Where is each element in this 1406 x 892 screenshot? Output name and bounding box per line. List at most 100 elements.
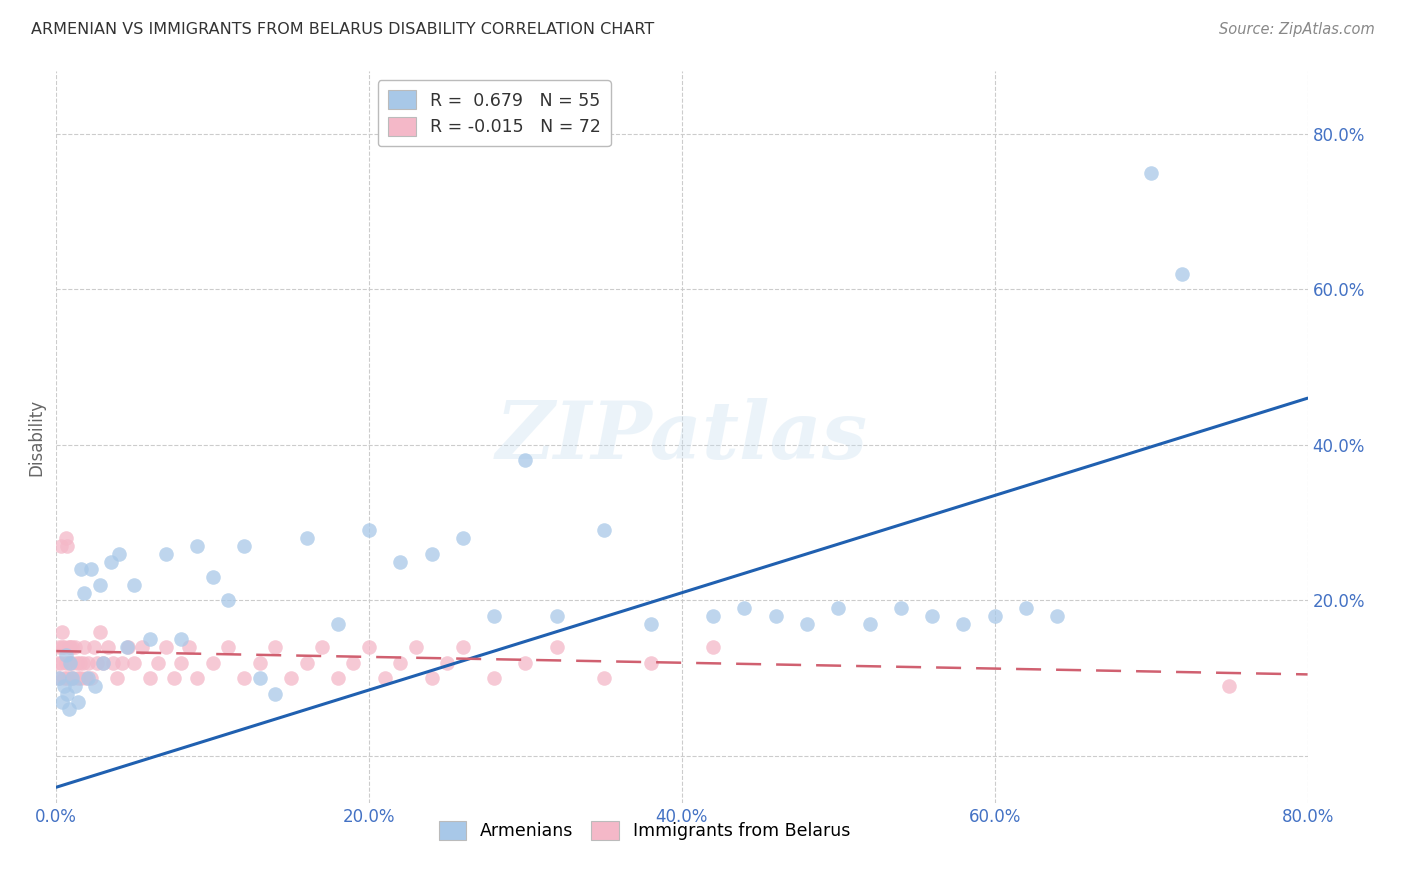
Point xyxy=(49,539,72,553)
Point xyxy=(592,671,614,685)
Point xyxy=(405,640,427,655)
Point xyxy=(69,656,91,670)
Point xyxy=(56,539,79,553)
Point xyxy=(63,640,86,655)
Point xyxy=(515,656,537,670)
Point xyxy=(48,671,70,685)
Point xyxy=(1015,601,1038,615)
Point xyxy=(827,601,849,615)
Point xyxy=(436,656,458,670)
Point xyxy=(858,616,880,631)
Point xyxy=(1218,679,1240,693)
Point xyxy=(1046,609,1069,624)
Legend: Armenians, Immigrants from Belarus: Armenians, Immigrants from Belarus xyxy=(430,813,859,849)
Point xyxy=(62,671,84,685)
Point xyxy=(115,640,138,655)
Point xyxy=(146,656,169,670)
Point xyxy=(73,640,96,655)
Point xyxy=(170,632,193,647)
Point xyxy=(59,671,82,685)
Point xyxy=(60,640,83,655)
Point xyxy=(86,656,108,670)
Text: ZIPatlas: ZIPatlas xyxy=(496,399,868,475)
Point xyxy=(546,609,568,624)
Point xyxy=(79,562,101,576)
Point xyxy=(91,656,114,670)
Point xyxy=(46,656,69,670)
Point xyxy=(984,609,1007,624)
Point xyxy=(734,601,756,615)
Point xyxy=(58,640,80,655)
Point xyxy=(186,539,208,553)
Point xyxy=(592,524,614,538)
Point xyxy=(49,656,72,670)
Point xyxy=(162,671,184,685)
Point xyxy=(56,671,79,685)
Point xyxy=(264,687,287,701)
Point xyxy=(72,656,94,670)
Point xyxy=(217,640,239,655)
Point xyxy=(117,640,139,655)
Point xyxy=(217,593,239,607)
Point xyxy=(124,578,146,592)
Point xyxy=(51,624,73,639)
Point xyxy=(249,671,271,685)
Point xyxy=(311,640,333,655)
Point xyxy=(326,616,349,631)
Point xyxy=(170,656,193,670)
Point xyxy=(105,671,128,685)
Point xyxy=(179,640,201,655)
Point xyxy=(702,609,724,624)
Point xyxy=(111,656,134,670)
Point xyxy=(51,695,73,709)
Point xyxy=(59,640,82,655)
Point xyxy=(702,640,724,655)
Point xyxy=(139,632,162,647)
Point xyxy=(451,640,474,655)
Point xyxy=(389,656,412,670)
Point xyxy=(131,640,153,655)
Point xyxy=(546,640,568,655)
Point xyxy=(73,585,96,599)
Point xyxy=(515,453,537,467)
Point xyxy=(374,671,396,685)
Point xyxy=(76,671,98,685)
Point xyxy=(451,531,474,545)
Point xyxy=(201,570,224,584)
Point xyxy=(55,531,77,545)
Point xyxy=(952,616,974,631)
Point xyxy=(201,656,224,670)
Point xyxy=(91,656,114,670)
Point xyxy=(101,656,124,670)
Point xyxy=(640,616,662,631)
Point xyxy=(890,601,912,615)
Text: Source: ZipAtlas.com: Source: ZipAtlas.com xyxy=(1219,22,1375,37)
Point xyxy=(233,671,256,685)
Point xyxy=(342,656,364,670)
Point xyxy=(70,562,93,576)
Point xyxy=(249,656,271,670)
Point xyxy=(640,656,662,670)
Point xyxy=(295,656,318,670)
Point xyxy=(55,648,77,662)
Point xyxy=(58,702,80,716)
Point xyxy=(84,679,107,693)
Point xyxy=(484,671,506,685)
Point xyxy=(108,547,131,561)
Point xyxy=(65,656,87,670)
Point xyxy=(139,671,162,685)
Point xyxy=(75,671,97,685)
Point xyxy=(186,671,208,685)
Point xyxy=(79,671,101,685)
Point xyxy=(53,679,76,693)
Y-axis label: Disability: Disability xyxy=(27,399,45,475)
Point xyxy=(124,656,146,670)
Point xyxy=(233,539,256,553)
Point xyxy=(420,671,443,685)
Point xyxy=(70,671,93,685)
Point xyxy=(60,671,83,685)
Point xyxy=(97,640,120,655)
Point xyxy=(100,555,122,569)
Point xyxy=(51,640,73,655)
Text: ARMENIAN VS IMMIGRANTS FROM BELARUS DISABILITY CORRELATION CHART: ARMENIAN VS IMMIGRANTS FROM BELARUS DISA… xyxy=(31,22,654,37)
